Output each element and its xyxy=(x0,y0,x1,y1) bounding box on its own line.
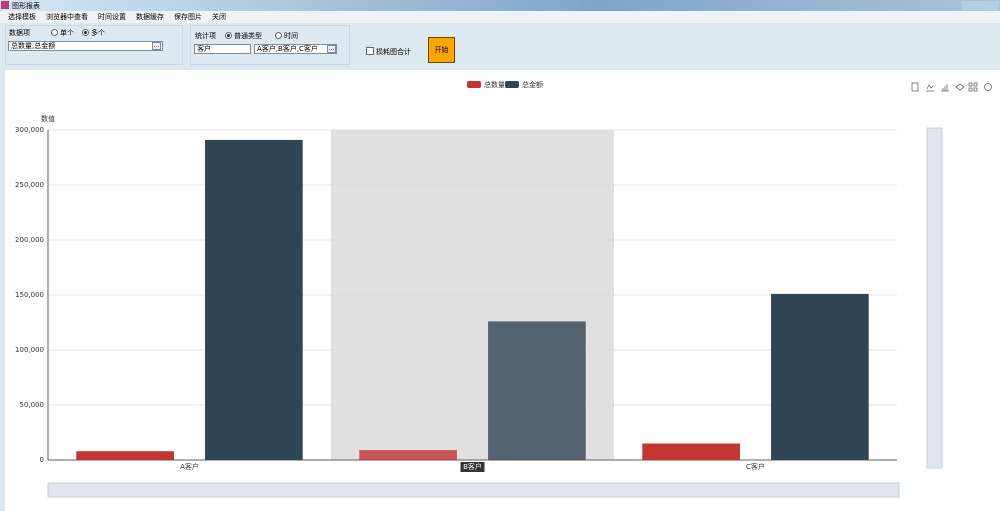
menu-item[interactable]: 保存图片 xyxy=(174,13,202,21)
select[interactable]: 客户 xyxy=(194,44,251,54)
chart: 数值 0 50,000 100,000 150,000 200,000 250,000 30… xyxy=(5,70,1000,511)
y-tick-label: 100,000 xyxy=(15,346,44,354)
radio-checked[interactable] xyxy=(225,32,232,39)
radio-label[interactable]: 普通类型 xyxy=(234,32,262,40)
y-tick-label: 300,000 xyxy=(15,126,44,134)
y-tick-label: 150,000 xyxy=(15,291,44,299)
browse-button[interactable]: ... xyxy=(152,42,161,50)
menu-item[interactable]: 数据缓存 xyxy=(136,13,164,21)
bar xyxy=(642,443,740,460)
bar xyxy=(76,451,174,460)
radio-label[interactable]: 时间 xyxy=(284,32,298,40)
x-zoom-slider[interactable] xyxy=(47,482,900,498)
legend-swatch xyxy=(505,81,519,88)
y-tick-label: 200,000 xyxy=(15,236,44,244)
window-title: 图形报表 xyxy=(12,2,40,10)
checkbox[interactable] xyxy=(366,47,374,55)
y-zoom-slider[interactable] xyxy=(926,127,943,469)
title-bar: 图形报表 xyxy=(0,0,1000,11)
radio[interactable] xyxy=(51,29,58,36)
radio[interactable] xyxy=(275,32,282,39)
group-label: 统计项 xyxy=(195,32,216,40)
radio-checked[interactable] xyxy=(82,29,89,36)
data-group: 数据项 单个 多个 总数量,总金额 ... xyxy=(5,25,183,65)
y-tick-label: 50,000 xyxy=(20,401,45,409)
bar xyxy=(771,293,869,460)
bar xyxy=(488,321,586,460)
legend-label: 总金额 xyxy=(522,80,543,89)
bar xyxy=(205,139,303,460)
menu-item[interactable]: 时间设置 xyxy=(98,13,126,21)
y-tick-label: 0 xyxy=(40,456,44,464)
x-tick-label: B客户 xyxy=(463,462,482,471)
app-icon xyxy=(1,1,9,9)
y-tick-label: 250,000 xyxy=(15,181,44,189)
radio-label[interactable]: 多个 xyxy=(91,29,105,37)
checkbox-label[interactable]: 损耗图合计 xyxy=(376,48,411,56)
legend-swatch xyxy=(467,81,481,88)
toolbox[interactable] xyxy=(911,82,992,92)
menu-item[interactable]: 选择模板 xyxy=(8,13,36,21)
stat-group: 统计项 普通类型 时间 客户 A客户,B客户,C客户 ... xyxy=(190,25,350,65)
y-axis-title: 数值 xyxy=(41,114,55,123)
menu-item[interactable]: 浏览器中查看 xyxy=(46,13,88,21)
window-controls[interactable] xyxy=(962,1,998,10)
tooltip-bg xyxy=(460,462,485,472)
x-tick-label: C客户 xyxy=(746,462,765,471)
bar xyxy=(359,450,457,460)
legend-label: 总数量 xyxy=(484,80,505,89)
text-input[interactable]: 总数量,总金额 xyxy=(8,41,163,51)
menu-bar: 选择模板 浏览器中查看 时间设置 数据缓存 保存图片 关闭 xyxy=(0,11,1000,23)
radio-label[interactable]: 单个 xyxy=(60,29,74,37)
menu-item[interactable]: 关闭 xyxy=(212,13,226,21)
start-button[interactable]: 开始 xyxy=(428,37,455,63)
text-input[interactable]: A客户,B客户,C客户 xyxy=(254,44,337,54)
x-tick-label: A客户 xyxy=(180,462,199,471)
group-label: 数据项 xyxy=(9,29,30,37)
browse-button[interactable]: ... xyxy=(327,45,336,53)
